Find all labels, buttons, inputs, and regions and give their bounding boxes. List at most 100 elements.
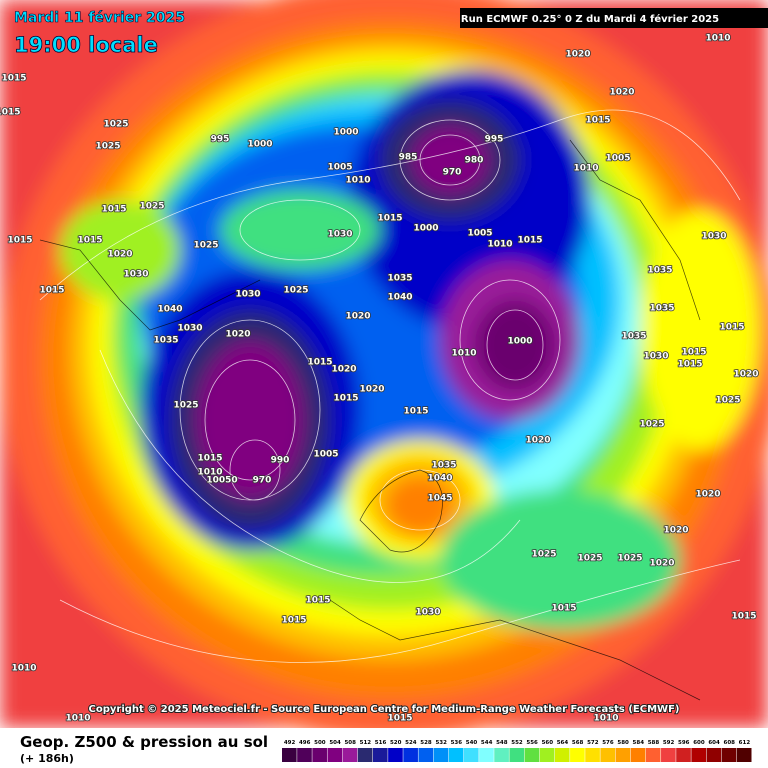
isobar-label: 1030 bbox=[643, 352, 668, 362]
legend-swatch bbox=[297, 748, 312, 762]
isobar-label: 1025 bbox=[95, 142, 120, 152]
legend-label: 516 bbox=[375, 740, 387, 746]
field-contour bbox=[640, 210, 760, 450]
isobar-label: 1010 bbox=[487, 240, 512, 250]
legend-swatch bbox=[403, 748, 418, 762]
isobar-label: 1030 bbox=[177, 324, 202, 334]
legend-label: 608 bbox=[724, 740, 736, 746]
legend-swatch bbox=[706, 748, 722, 762]
field-contour bbox=[385, 475, 455, 535]
legend-label: 576 bbox=[602, 740, 614, 746]
isobar-label: 995 bbox=[485, 135, 504, 145]
legend-label: 612 bbox=[739, 740, 751, 746]
isobar-label: 1020 bbox=[733, 370, 758, 380]
isobar-label: 1015 bbox=[77, 236, 102, 246]
legend-label: 564 bbox=[557, 740, 569, 746]
isobar-label: 1010 bbox=[573, 164, 598, 174]
isobar-label: 1020 bbox=[107, 250, 132, 260]
isobar-label: 1000 bbox=[507, 337, 532, 347]
legend-label: 604 bbox=[708, 740, 720, 746]
legend-label: 584 bbox=[633, 740, 645, 746]
isobar-label: 1015 bbox=[281, 616, 306, 626]
isobar-label: 1030 bbox=[235, 290, 260, 300]
isobar-label: 1015 bbox=[39, 286, 64, 296]
field-contour bbox=[195, 340, 305, 500]
legend-swatch bbox=[585, 748, 600, 762]
legend-label: 560 bbox=[542, 740, 554, 746]
legend-label: 500 bbox=[314, 740, 326, 746]
isobar-label: 980 bbox=[465, 156, 484, 166]
isobar-label: 990 bbox=[271, 456, 290, 466]
isobar-label: 1015 bbox=[719, 323, 744, 333]
isobar-label: 1025 bbox=[715, 396, 740, 406]
field-contour bbox=[440, 490, 680, 630]
isobar-labels: 1010102010201015101510251025995100010009… bbox=[0, 33, 759, 725]
legend-label: 520 bbox=[390, 740, 402, 746]
isobar-label: 1025 bbox=[139, 202, 164, 212]
isobar-label: 1040 bbox=[427, 474, 452, 484]
isobar-label: 970 bbox=[253, 476, 272, 486]
isobar-label: 1010 bbox=[197, 468, 222, 478]
legend-label: 504 bbox=[329, 740, 341, 746]
legend-label: 600 bbox=[693, 740, 705, 746]
legend-swatch bbox=[615, 748, 631, 762]
legend-label: 544 bbox=[481, 740, 493, 746]
isobar-label: 1035 bbox=[153, 336, 178, 346]
isobar-label: 1030 bbox=[701, 232, 726, 242]
legend-swatch bbox=[448, 748, 464, 762]
legend-swatch bbox=[630, 748, 646, 762]
legend-swatch bbox=[282, 748, 297, 762]
legend-label: 596 bbox=[678, 740, 690, 746]
legend-label: 572 bbox=[587, 740, 599, 746]
isobar-label: 1010 bbox=[705, 34, 730, 44]
legend-swatch bbox=[736, 748, 752, 762]
isobars bbox=[39, 109, 741, 663]
isobar-label: 1025 bbox=[639, 420, 664, 430]
isobar-label: 1035 bbox=[387, 274, 412, 284]
isobar-label: 1010 bbox=[65, 714, 90, 724]
isobar-label: 1020 bbox=[565, 50, 590, 60]
isobar-label: 1005 bbox=[327, 163, 352, 173]
legend-label: 548 bbox=[496, 740, 508, 746]
isobar-label: 1005 bbox=[313, 450, 338, 460]
legend-label: 588 bbox=[648, 740, 660, 746]
legend-swatch bbox=[721, 748, 737, 762]
legend-swatch bbox=[357, 748, 373, 762]
isobar-label: 1010 bbox=[451, 349, 476, 359]
legend-swatch bbox=[433, 748, 449, 762]
field-contour bbox=[410, 125, 490, 195]
isobar-label: 1030 bbox=[415, 608, 440, 618]
isobar-label: 1030 bbox=[327, 230, 352, 240]
isobar-label: 985 bbox=[399, 153, 418, 163]
legend-swatch bbox=[691, 748, 707, 762]
isobar-label: 1015 bbox=[7, 236, 32, 246]
isobar-label: 1015 bbox=[377, 214, 402, 224]
legend-label: 528 bbox=[420, 740, 432, 746]
legend-swatch bbox=[554, 748, 570, 762]
isobar-label: 1015 bbox=[677, 360, 702, 370]
isobar-label: 1015 bbox=[681, 348, 706, 358]
isobar-label: 1025 bbox=[283, 286, 308, 296]
legend-swatch bbox=[509, 748, 525, 762]
isobar-label: 1015 bbox=[307, 358, 332, 368]
legend-label: 512 bbox=[360, 740, 372, 746]
local-time: 19:00 locale bbox=[14, 33, 158, 57]
isobar-label: 10050 bbox=[206, 476, 237, 486]
isobar-label: 1015 bbox=[0, 108, 21, 118]
isobar-label: 1040 bbox=[387, 293, 412, 303]
legend-swatch bbox=[676, 748, 691, 762]
legend-label: 568 bbox=[572, 740, 584, 746]
isobar-label: 1015 bbox=[585, 116, 610, 126]
isobar-label: 1015 bbox=[333, 394, 358, 404]
isobar-label: 1015 bbox=[731, 612, 756, 622]
isobar-label: 1015 bbox=[305, 596, 330, 606]
copyright: Copyright © 2025 Meteociel.fr - Source E… bbox=[89, 704, 680, 715]
isobar-label: 995 bbox=[211, 135, 230, 145]
isobar-label: 1005 bbox=[605, 154, 630, 164]
isobar-label: 1025 bbox=[193, 241, 218, 251]
field-contour bbox=[220, 190, 380, 270]
isobar-label: 1015 bbox=[387, 714, 412, 724]
isobar-label: 1010 bbox=[593, 714, 618, 724]
